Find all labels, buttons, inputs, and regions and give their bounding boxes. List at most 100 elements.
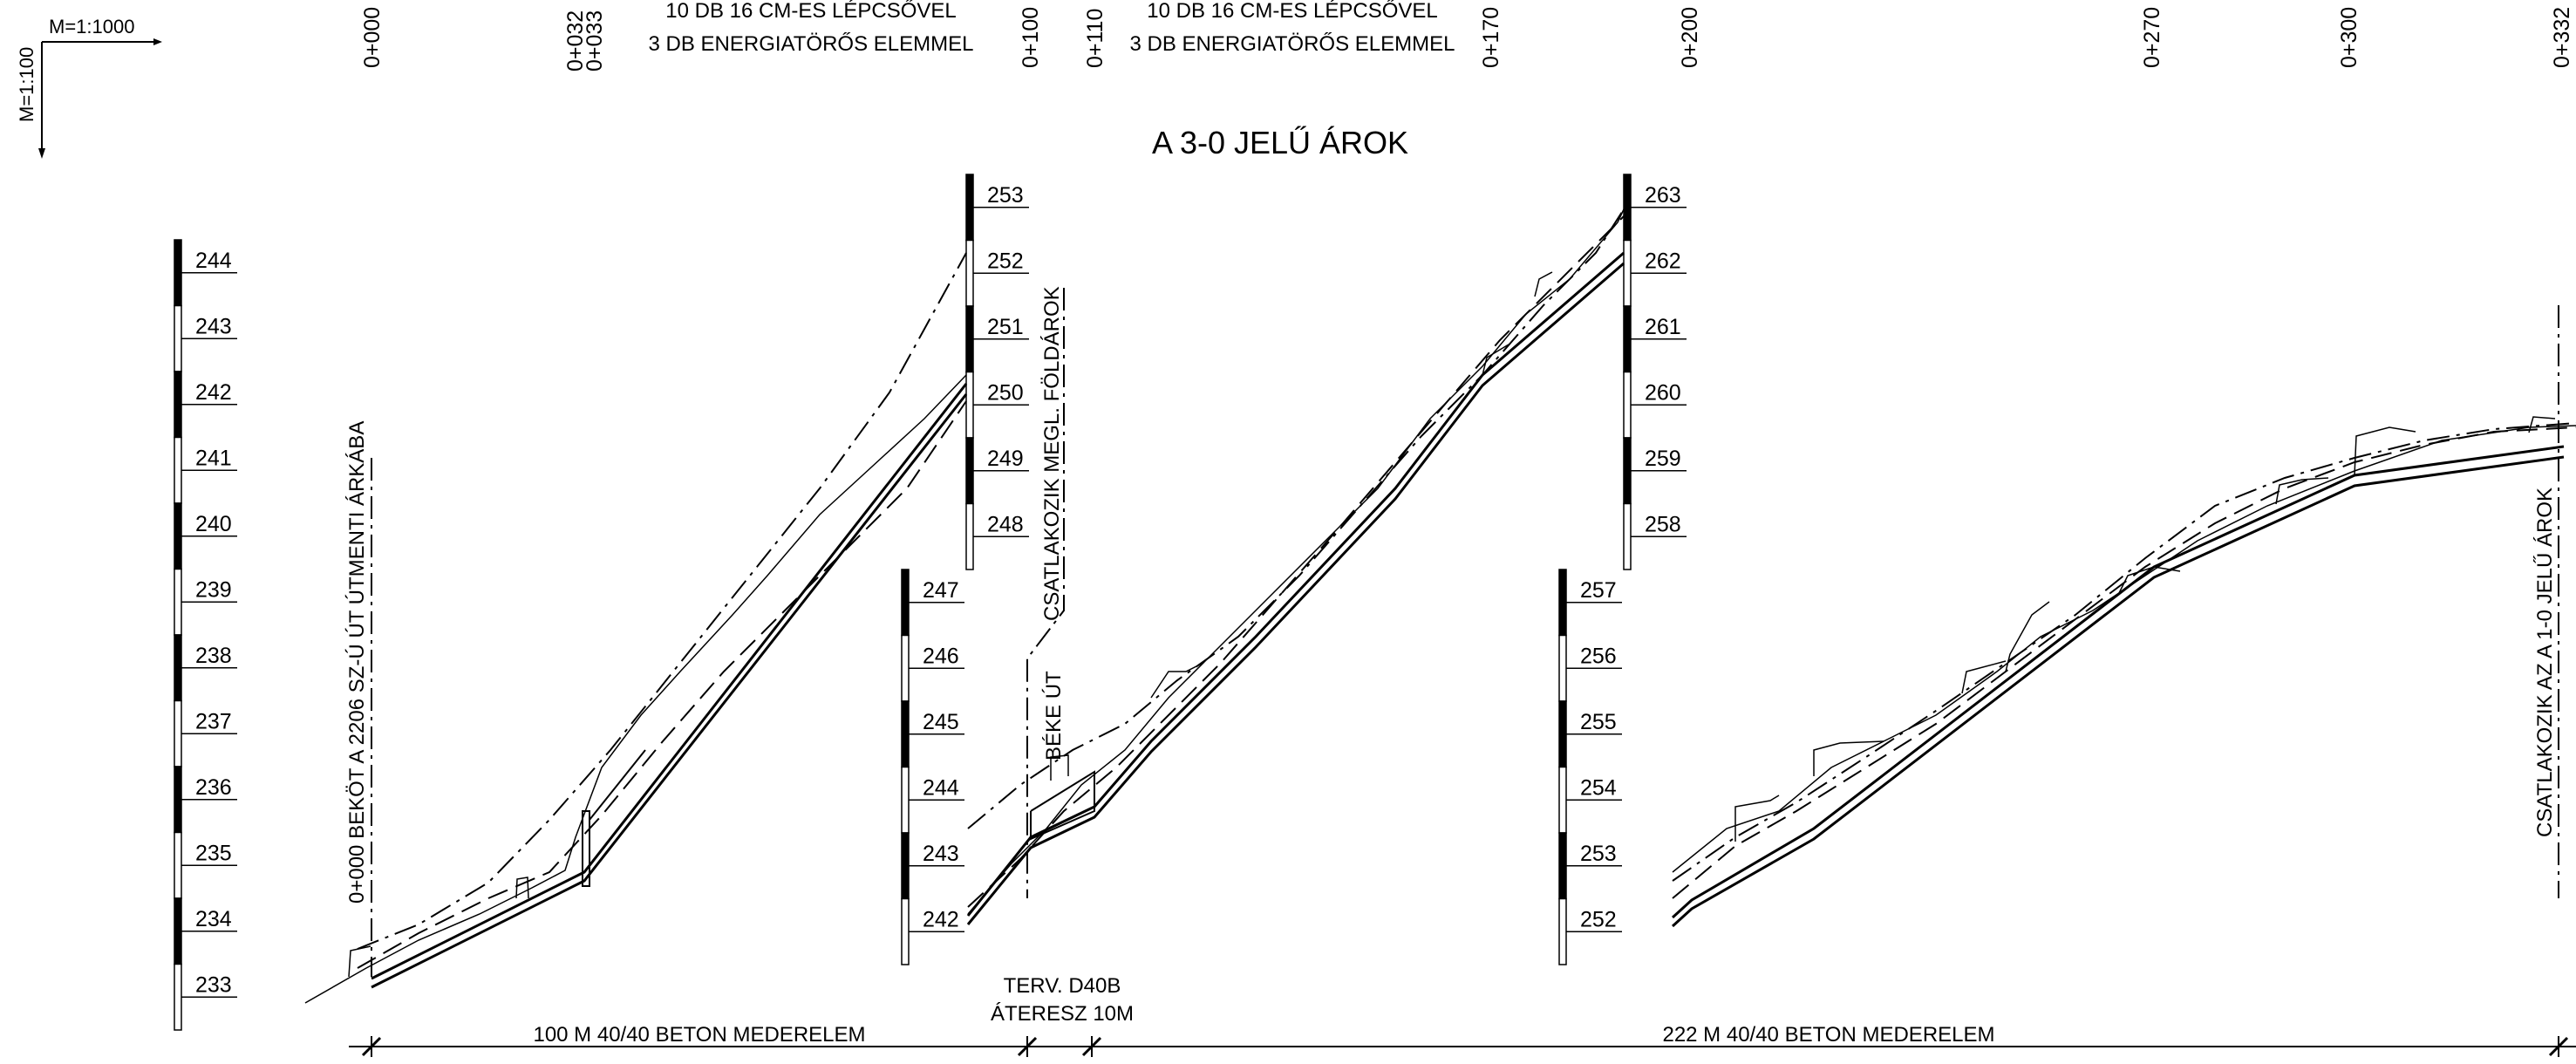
- drawing-title: A 3-0 JELŰ ÁROK: [1152, 125, 1408, 160]
- culvert-label-line2: ÁTERESZ 10M: [991, 1002, 1134, 1026]
- elevation-scale-segment: [174, 304, 182, 372]
- elevation-scale-segment: [965, 502, 974, 570]
- road-label: BÉKE ÚT: [1042, 671, 1066, 760]
- elevation-label: 247: [923, 578, 959, 603]
- elevation-scale-segment: [1558, 569, 1567, 637]
- segment-label: 100 M 40/40 BETON MEDERELEM: [533, 1023, 865, 1047]
- station-label: 0+000: [360, 7, 385, 68]
- elevation-label: 259: [1645, 447, 1681, 471]
- elevation-label: 238: [195, 644, 232, 668]
- elevation-label: 241: [195, 446, 232, 470]
- stair-note-line: 10 DB 16 CM-ES LÉPCSŐVEL: [1147, 0, 1437, 23]
- elevation-label: 262: [1645, 249, 1681, 273]
- elevation-label: 255: [1580, 710, 1617, 734]
- elevation-label: 258: [1645, 512, 1681, 536]
- stair-note-line: 10 DB 16 CM-ES LÉPCSŐVEL: [665, 0, 956, 23]
- elevation-scale-segment: [174, 897, 182, 965]
- elevation-label: 251: [987, 315, 1024, 339]
- elevation-scale-segment: [174, 568, 182, 636]
- elevation-scale-segment: [901, 766, 910, 834]
- scale-indicator: M=1:1000 M=1:100: [16, 16, 162, 159]
- elevation-scale-segment: [965, 305, 974, 373]
- culvert-annotation: TERV. D40B ÁTERESZ 10M: [991, 974, 1134, 1026]
- elevation-label: 237: [195, 709, 232, 733]
- station-label: 0+170: [1479, 7, 1503, 68]
- elevation-scale-segment: [965, 371, 974, 439]
- elevation-scale-segment: [1558, 832, 1567, 900]
- end-label: CSATLAKOZIK AZ A 1-0 JELŰ ÁROK: [2533, 488, 2557, 837]
- elevation-label: 239: [195, 577, 232, 602]
- elevation-scale-segment: [174, 766, 182, 834]
- elevation-scale-segment: [901, 832, 910, 900]
- elevation-label: 242: [923, 907, 959, 931]
- elevation-label: 256: [1580, 644, 1617, 668]
- start-label: 0+000 BEKÖT A 2206 SZ-Ú ÚT ÚTMENTI ÁRKÁB…: [345, 421, 369, 904]
- elevation-scale: 257 256 255 254 253 252: [1558, 569, 1622, 965]
- elevation-label: 236: [195, 775, 232, 800]
- elevation-scale-segment: [1623, 174, 1632, 242]
- elevation-scale: 263 262 261 260 259 258: [1623, 174, 1687, 570]
- elevation-label: 245: [923, 710, 959, 734]
- road-annotation: BÉKE ÚT: [1042, 671, 1066, 760]
- station-label: 0+110: [1083, 9, 1107, 68]
- elevation-scale: 244 243 242 241 240 239 238 237 236 235 234 233: [174, 239, 237, 1031]
- elevation-scale-segment: [174, 634, 182, 702]
- elevation-label: 246: [923, 644, 959, 668]
- elevation-scale-segment: [1623, 305, 1632, 373]
- elevation-scale: 247 246 245 244 243 242: [901, 569, 964, 965]
- elevation-scale-segment: [901, 897, 910, 965]
- station-label: 0+300: [2337, 7, 2361, 68]
- station-label: 0+270: [2140, 7, 2164, 68]
- elevation-scale-segment: [901, 700, 910, 768]
- elevation-label: 260: [1645, 380, 1681, 405]
- connect-ditch-label: CSATLAKOZIK MEGL. FÖLDÁROK: [1040, 286, 1064, 621]
- stair-note-line: 3 DB ENERGIATÖRŐS ELEMMEL: [1130, 32, 1455, 56]
- elevation-scale-segment: [1623, 371, 1632, 439]
- culvert-label-line1: TERV. D40B: [1004, 974, 1121, 998]
- elevation-label: 235: [195, 841, 232, 865]
- profile-section-3: [1671, 416, 2576, 928]
- elevation-scale-segment: [1623, 239, 1632, 307]
- dimension-line: 100 M 40/40 BETON MEDERELEM 222 M 40/40 …: [349, 1023, 2576, 1057]
- stair-notes: 10 DB 16 CM-ES LÉPCSŐVEL 3 DB ENERGIATÖR…: [649, 0, 1455, 56]
- elevation-scale-segment: [174, 239, 182, 307]
- elevation-label: 248: [987, 512, 1024, 536]
- elevation-label: 250: [987, 380, 1024, 405]
- start-annotation: 0+000 BEKÖT A 2206 SZ-Ú ÚT ÚTMENTI ÁRKÁB…: [345, 421, 372, 977]
- vertical-scale-label: M=1:100: [16, 47, 37, 122]
- station-label: 0+332: [2550, 7, 2574, 68]
- elevation-scale-segment: [901, 634, 910, 702]
- elevation-scale-segment: [1558, 634, 1567, 702]
- profile-section-1: [304, 252, 968, 1004]
- elevation-scale-segment: [965, 174, 974, 242]
- elevation-scale-segment: [174, 371, 182, 439]
- elevation-label: 261: [1645, 315, 1681, 339]
- elevation-label: 233: [195, 972, 232, 997]
- elevation-label: 253: [1580, 842, 1617, 866]
- elevation-scale-segment: [174, 436, 182, 504]
- elevation-scale-segment: [1558, 897, 1567, 965]
- elevation-scale-segment: [965, 437, 974, 505]
- elevation-label: 252: [1580, 907, 1617, 931]
- elevation-label: 244: [195, 249, 232, 273]
- elevation-label: 243: [195, 314, 232, 338]
- profile-section-2: [966, 208, 1625, 925]
- segment-label: 222 M 40/40 BETON MEDERELEM: [1662, 1023, 1994, 1047]
- elevation-scale-segment: [965, 239, 974, 307]
- station-label: 0+032: [563, 10, 588, 72]
- station-label: 0+100: [1019, 7, 1043, 68]
- elevation-label: 252: [987, 249, 1024, 273]
- elevation-scale-segment: [1623, 437, 1632, 505]
- elevation-label: 242: [195, 380, 232, 405]
- elevation-scales: 2442432422412402392382372362352342332532…: [174, 174, 1687, 1031]
- elevation-label: 234: [195, 907, 232, 931]
- connect-ditch-annotation: CSATLAKOZIK MEGL. FÖLDÁROK: [1026, 286, 1065, 898]
- station-label: 0+033: [583, 10, 607, 72]
- elevation-label: 263: [1645, 183, 1681, 208]
- end-annotation: CSATLAKOZIK AZ A 1-0 JELŰ ÁROK: [2533, 305, 2559, 898]
- elevation-scale-segment: [174, 963, 182, 1031]
- station-labels: 0+000 0+032 0+033 0+100 0+110 0+170 0+20…: [360, 7, 2574, 72]
- elevation-label: 257: [1580, 578, 1617, 603]
- elevation-scale-segment: [174, 502, 182, 570]
